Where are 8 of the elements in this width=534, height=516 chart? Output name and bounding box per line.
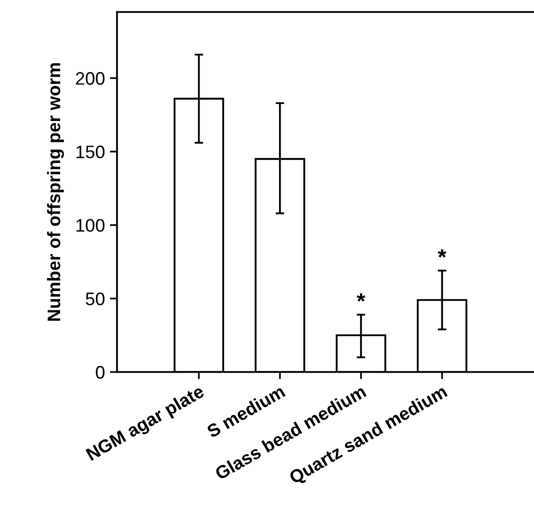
y-tick-label: 150 xyxy=(76,146,104,158)
y-tick-label: 100 xyxy=(76,218,104,232)
annotation: * xyxy=(438,249,446,258)
y-tick-label: 50 xyxy=(86,292,104,306)
annotation: * xyxy=(356,293,366,302)
y-tick-label: 0 xyxy=(96,366,104,379)
y-tick-label: 200 xyxy=(76,72,104,85)
y-axis-title: Number of offspring per worm xyxy=(47,63,64,321)
